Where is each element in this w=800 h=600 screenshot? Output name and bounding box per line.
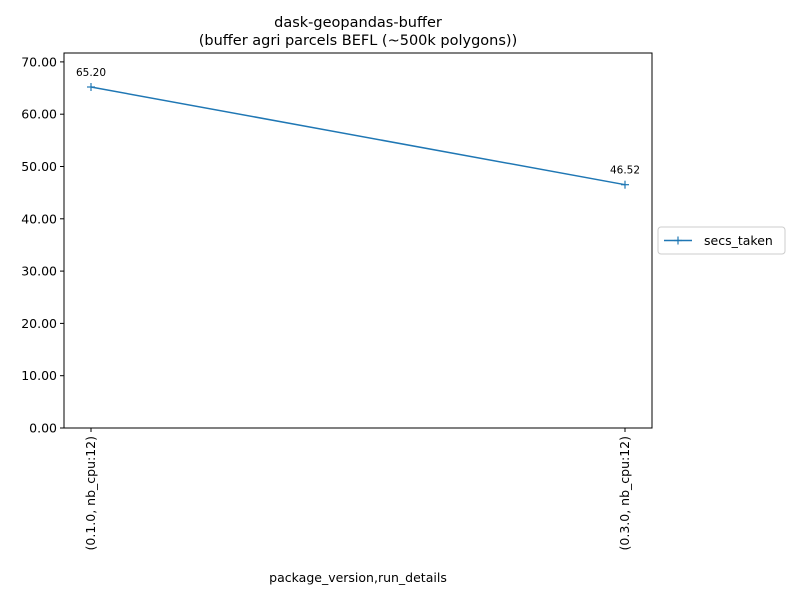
x-tick-label: (0.1.0, nb_cpu:12) bbox=[83, 436, 98, 550]
y-tick-label: 20.00 bbox=[21, 316, 57, 331]
y-tick-label: 40.00 bbox=[21, 211, 57, 226]
y-tick-label: 70.00 bbox=[21, 54, 57, 69]
y-tick-label: 0.00 bbox=[29, 421, 57, 436]
plot-frame bbox=[63, 52, 653, 429]
series-line bbox=[90, 86, 626, 186]
data-point bbox=[87, 82, 95, 91]
legend-label: secs_taken bbox=[704, 233, 773, 248]
legend-box bbox=[657, 226, 786, 255]
data-label: 65.20 bbox=[76, 67, 106, 79]
y-axis: 0.00 10.00 20.00 30.00 40.00 50.00 60.00 70.00 bbox=[21, 54, 64, 436]
data-point bbox=[621, 180, 629, 189]
y-tick-label: 50.00 bbox=[21, 159, 57, 174]
y-tick-label: 10.00 bbox=[21, 368, 57, 383]
legend-swatch-marker bbox=[674, 236, 682, 245]
data-label: 46.52 bbox=[610, 165, 640, 177]
chart-subtitle: (buffer agri parcels BEFL (~500k polygon… bbox=[199, 33, 517, 49]
x-axis: (0.1.0, nb_cpu:12) (0.3.0, nb_cpu:12) bbox=[83, 428, 632, 550]
y-tick-label: 30.00 bbox=[21, 264, 57, 279]
legend: secs_taken bbox=[657, 226, 786, 255]
y-tick-label: 60.00 bbox=[21, 107, 57, 122]
series-layer: 65.20 46.52 bbox=[76, 67, 640, 189]
x-axis-label: package_version,run_details bbox=[269, 570, 447, 585]
x-tick-label: (0.3.0, nb_cpu:12) bbox=[617, 436, 632, 550]
chart-title: dask-geopandas-buffer bbox=[274, 15, 442, 31]
